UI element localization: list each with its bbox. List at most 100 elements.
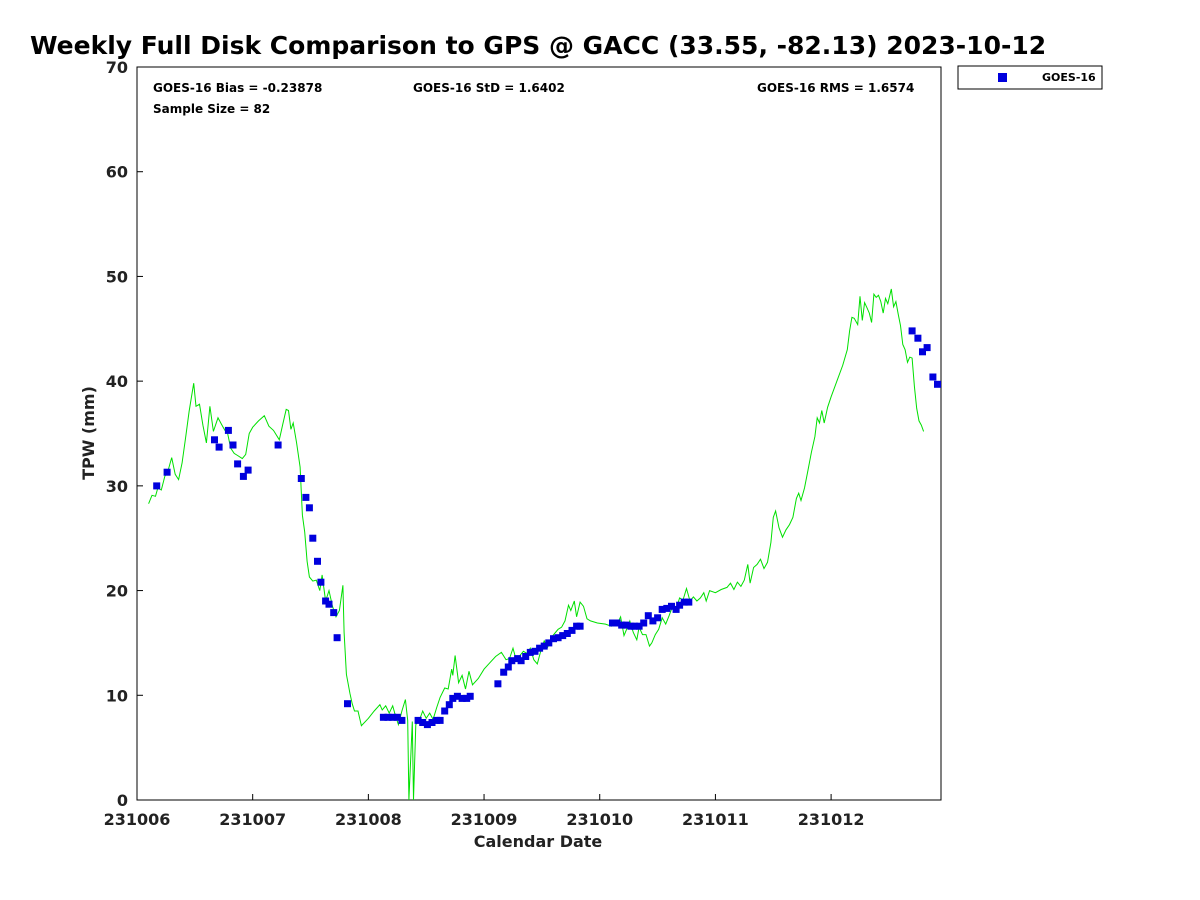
goes16-point	[333, 634, 341, 642]
legend-marker-goes16	[998, 73, 1007, 82]
goes16-point	[500, 668, 508, 676]
goes16-point	[428, 719, 436, 726]
goes16-point	[384, 713, 392, 721]
goes16-point	[658, 605, 666, 613]
x-axis-ticks: 231006 231007 231008 231009 231010 231011 2310…	[104, 794, 864, 829]
goes16-point	[663, 604, 671, 612]
y-tick-label: 40	[106, 372, 128, 391]
goes16-point	[536, 644, 544, 652]
goes16-point	[494, 680, 502, 688]
y-tick-label: 0	[117, 791, 128, 810]
goes16-point	[522, 653, 530, 660]
goes16-point	[929, 373, 937, 381]
goes16-point	[923, 344, 931, 352]
goes16-point	[676, 601, 684, 609]
y-tick-label: 50	[106, 267, 128, 286]
goes16-point	[508, 657, 516, 665]
goes16-point	[554, 634, 562, 642]
std-stat: GOES-16 StD = 1.6402	[413, 81, 565, 95]
goes16-point	[389, 713, 397, 721]
goes16-point	[672, 605, 680, 613]
y-tick-label: 20	[106, 582, 128, 601]
goes16-point	[344, 700, 351, 708]
goes16-point	[685, 598, 693, 606]
x-tick-label: 231010	[566, 810, 633, 829]
goes16-point	[163, 468, 171, 476]
goes16-point	[297, 475, 305, 482]
goes16-point	[545, 639, 553, 647]
goes16-point	[239, 472, 247, 480]
goes16-point	[531, 647, 539, 655]
goes16-point	[441, 707, 449, 715]
goes16-point	[644, 612, 652, 620]
goes16-point	[630, 622, 638, 630]
goes16-point	[618, 621, 626, 629]
goes16-point	[244, 466, 252, 474]
goes16-point	[325, 600, 333, 608]
goes16-point	[309, 534, 317, 542]
y-axis-label: TPW (mm)	[79, 386, 98, 480]
goes16-point	[640, 619, 648, 627]
goes16-point	[908, 327, 916, 335]
goes16-series	[153, 327, 941, 729]
goes16-point	[419, 719, 427, 726]
goes16-point	[445, 701, 453, 709]
goes16-point	[563, 630, 571, 637]
goes16-point	[668, 602, 675, 610]
y-tick-label: 70	[106, 58, 128, 77]
goes16-point	[609, 619, 616, 627]
goes16-point	[559, 632, 567, 640]
x-tick-label: 231006	[104, 810, 171, 829]
goes16-point	[517, 657, 525, 665]
goes16-point	[504, 663, 512, 671]
goes16-point	[914, 334, 922, 342]
goes16-point	[466, 692, 474, 700]
goes16-point	[436, 716, 444, 724]
goes16-point	[305, 504, 313, 512]
goes16-point	[274, 441, 282, 449]
goes16-point	[613, 619, 621, 627]
goes16-point	[414, 716, 422, 724]
goes16-point	[526, 648, 534, 656]
x-tick-label: 231007	[219, 810, 286, 829]
sample-size-stat: Sample Size = 82	[153, 102, 270, 116]
y-tick-label: 60	[106, 163, 128, 182]
plot-area	[136, 66, 942, 801]
goes16-point	[398, 716, 406, 724]
goes16-point	[302, 493, 310, 501]
y-tick-label: 10	[106, 686, 128, 705]
goes16-point	[453, 692, 461, 700]
y-tick-label: 30	[106, 477, 128, 496]
goes16-point	[649, 617, 657, 625]
goes16-point	[317, 578, 325, 586]
goes16-point	[229, 441, 237, 449]
goes16-point	[393, 713, 401, 721]
x-tick-label: 231011	[682, 810, 749, 829]
x-tick-label: 231008	[335, 810, 402, 829]
goes16-point	[314, 557, 321, 565]
goes16-point	[224, 426, 232, 434]
x-axis-label: Calendar Date	[474, 832, 603, 851]
legend-box	[957, 65, 1103, 90]
goes16-point	[458, 694, 466, 702]
legend-label-goes16: GOES-16	[1042, 71, 1096, 84]
goes16-point	[379, 713, 387, 721]
goes16-point	[153, 482, 161, 490]
x-tick-label: 231009	[451, 810, 518, 829]
goes16-point	[576, 622, 584, 630]
y-axis-ticks: 0 10 20 30 40 50 60 70	[106, 58, 143, 810]
goes16-point	[622, 621, 630, 629]
goes16-point	[330, 609, 338, 617]
goes16-point	[635, 622, 643, 630]
goes16-point	[934, 380, 941, 388]
goes16-point	[449, 694, 457, 702]
goes16-point	[211, 436, 218, 444]
goes16-point	[215, 443, 223, 451]
goes16-point	[919, 348, 926, 356]
goes16-point	[568, 626, 576, 634]
goes16-point	[680, 598, 688, 606]
goes16-point	[540, 642, 548, 650]
chart-title: Weekly Full Disk Comparison to GPS @ GAC…	[30, 31, 1046, 60]
goes16-point	[423, 721, 431, 729]
